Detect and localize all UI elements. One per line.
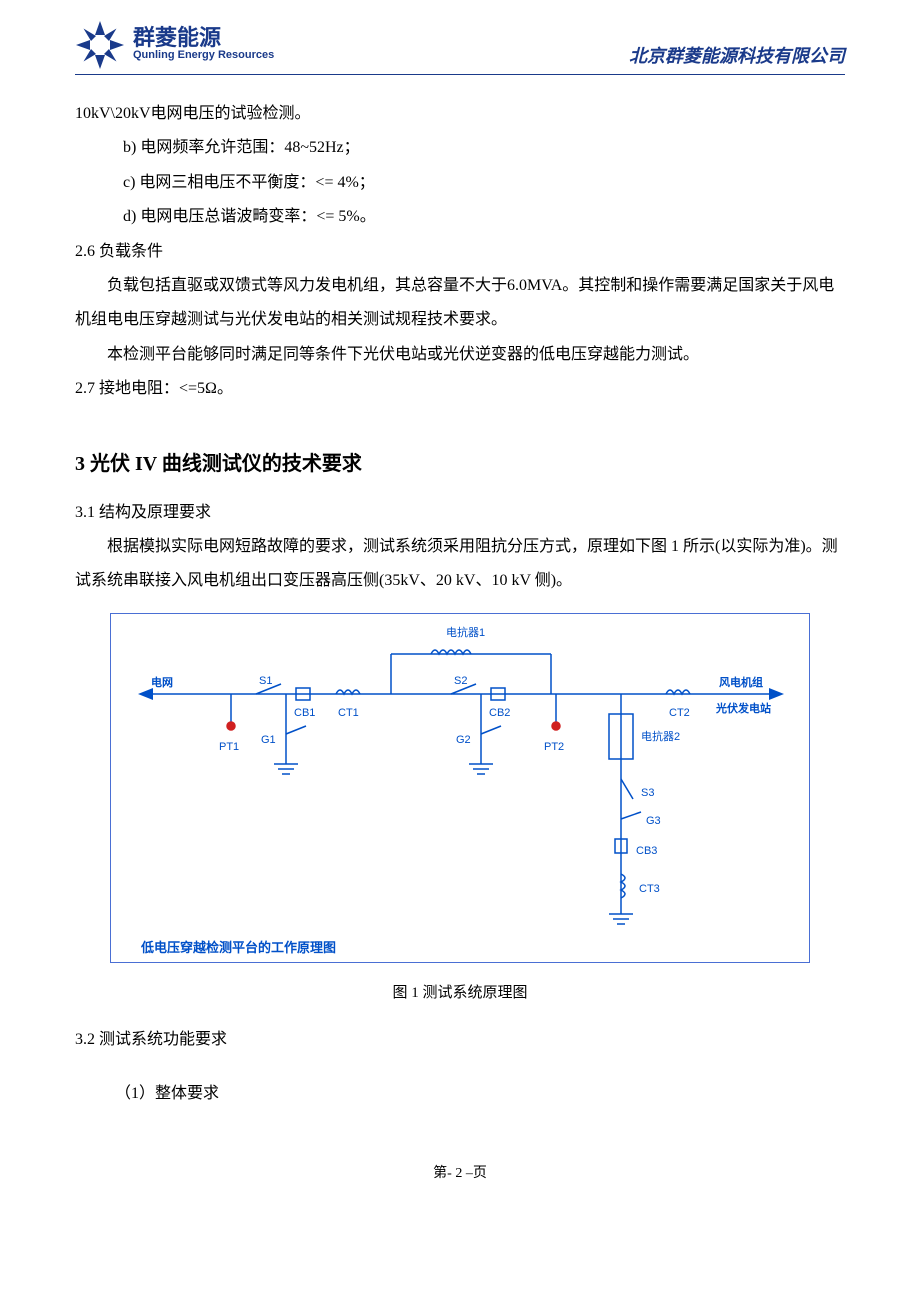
section-3-2-sub1: （1）整体要求 [75,1077,845,1111]
label-pv: 光伏发电站 [716,698,771,722]
list-item-b: b) 电网频率允许范围：48~52Hz； [75,131,845,165]
logo-text-en: Qunling Energy Resources [133,49,274,62]
circuit-diagram: 电抗器1 电网 风电机组 光伏发电站 S1 S2 CB1 CB2 CT1 CT2… [110,613,810,963]
page-root: 群菱能源 Qunling Energy Resources 北京群菱能源科技有限… [0,0,920,1222]
label-ct1: CT1 [338,702,359,726]
section-3-1-para: 根据模拟实际电网短路故障的要求，测试系统须采用阻抗分压方式，原理如下图 1 所示… [75,530,845,599]
list-item-d: d) 电网电压总谐波畸变率：<= 5%。 [75,200,845,234]
label-ct2: CT2 [669,702,690,726]
label-wind: 风电机组 [719,672,763,696]
label-reactor2: 电抗器2 [641,726,680,750]
section-3-1-title: 3.1 结构及原理要求 [75,496,845,530]
header-company-name: 北京群菱能源科技有限公司 [629,42,845,70]
logo-text-cn: 群菱能源 [133,27,274,49]
section-2-7: 2.7 接地电阻：<=5Ω。 [75,372,845,406]
page-footer: 第- 2 –页 [75,1162,845,1182]
section-3-heading: 3 光伏 IV 曲线测试仪的技术要求 [75,443,845,486]
section-2-6-para-2: 本检测平台能够同时满足同等条件下光伏电站或光伏逆变器的低电压穿越能力测试。 [75,338,845,372]
label-s2: S2 [454,670,467,694]
label-g2: G2 [456,729,471,753]
section-3-2-title: 3.2 测试系统功能要求 [75,1023,845,1057]
label-reactor1: 电抗器1 [446,622,485,646]
label-s1: S1 [259,670,272,694]
figure-1-caption: 图 1 测试系统原理图 [75,977,845,1009]
page-header: 群菱能源 Qunling Energy Resources 北京群菱能源科技有限… [75,20,845,75]
diagram-title: 低电压穿越检测平台的工作原理图 [141,934,336,962]
label-grid: 电网 [151,672,173,696]
label-cb3: CB3 [636,840,657,864]
label-ct3: CT3 [639,878,660,902]
circuit-diagram-svg [111,614,811,964]
continuation-line: 10kV\20kV电网电压的试验检测。 [75,97,845,131]
section-2-6-para-1: 负载包括直驱或双馈式等风力发电机组，其总容量不大于6.0MVA。其控制和操作需要… [75,269,845,338]
logo-text: 群菱能源 Qunling Energy Resources [133,27,274,62]
label-g3: G3 [646,810,661,834]
document-body: 10kV\20kV电网电压的试验检测。 b) 电网频率允许范围：48~52Hz；… [75,97,845,1112]
label-s3: S3 [641,782,654,806]
company-logo-icon [75,20,125,70]
section-2-6-title: 2.6 负载条件 [75,235,845,269]
figure-1: 电抗器1 电网 风电机组 光伏发电站 S1 S2 CB1 CB2 CT1 CT2… [110,613,810,963]
logo-block: 群菱能源 Qunling Energy Resources [75,20,274,70]
list-item-c: c) 电网三相电压不平衡度：<= 4%； [75,166,845,200]
label-cb2: CB2 [489,702,510,726]
label-cb1: CB1 [294,702,315,726]
label-pt2: PT2 [544,736,564,760]
label-g1: G1 [261,729,276,753]
label-pt1: PT1 [219,736,239,760]
